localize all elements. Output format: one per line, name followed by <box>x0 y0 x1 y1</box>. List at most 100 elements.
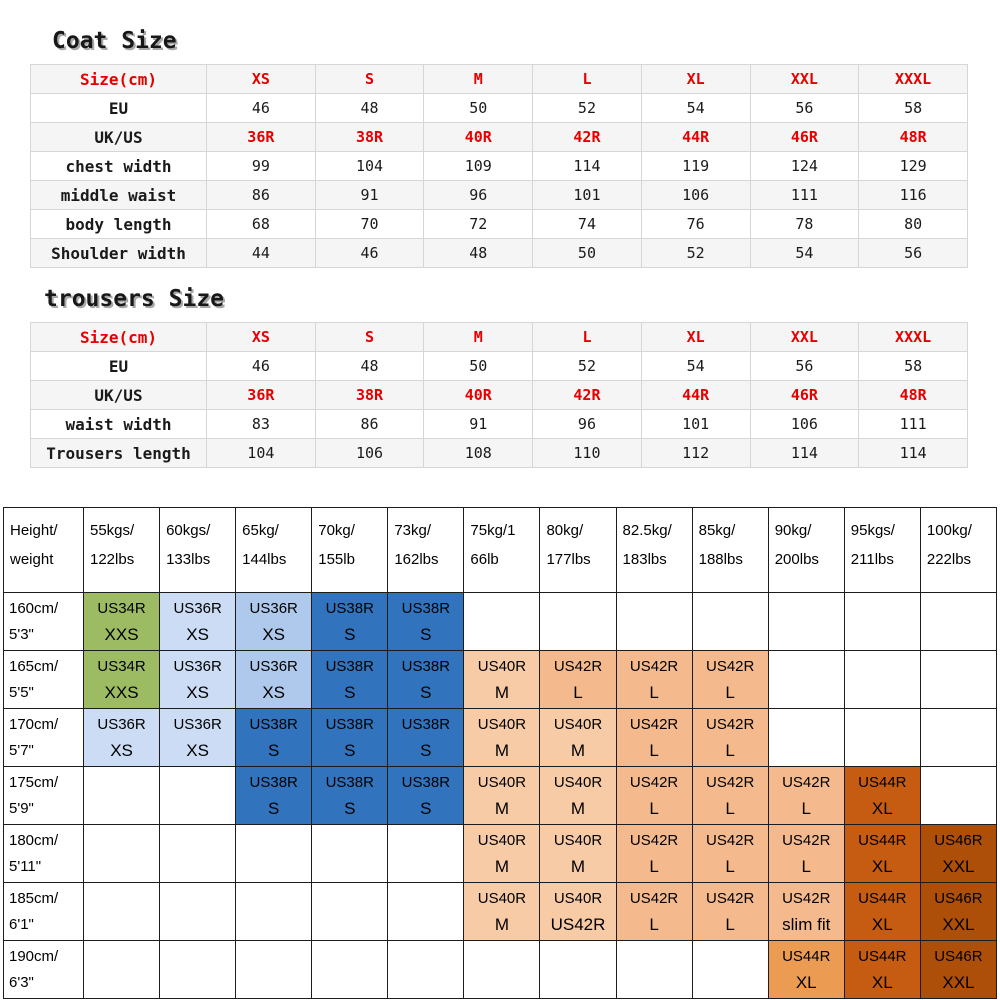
fit-cell <box>919 708 998 767</box>
fit-header-cell: 100kg/222lbs <box>919 507 998 593</box>
fit-cell-us-size: US36R <box>173 658 222 675</box>
fit-cell <box>843 592 921 651</box>
fit-cell-us-size: US36R <box>97 716 146 733</box>
fit-cell-us-size: US38R <box>325 774 374 791</box>
fit-cell: US44R XL <box>767 940 845 999</box>
size-value-cell: 91 <box>423 409 534 439</box>
size-value-cell: 72 <box>423 209 534 239</box>
fit-header-cell: 65kg/144lbs <box>235 507 313 593</box>
coat-size-title: Coat Size <box>52 28 177 54</box>
size-table-row: UK/US 36R 38R 40R 42R 44R 46R 48R <box>30 380 968 410</box>
size-value-cell: 109 <box>423 151 534 181</box>
fit-cell <box>311 940 389 999</box>
fit-cell <box>159 882 237 941</box>
fit-cell-us-size: US40R <box>477 832 527 849</box>
fit-header-line1: 90kg/ <box>774 522 812 539</box>
size-value-cell: 50 <box>423 93 534 123</box>
fit-cell-us-size: US42R <box>629 890 679 907</box>
coat-size-section: Coat Size Size(cm) XS S M L XL XXL XXXL EU 46 48 50… <box>0 26 1000 268</box>
size-value-cell: 54 <box>640 93 751 123</box>
fit-cell-us-size: US44R <box>782 948 831 965</box>
size-value-cell: 116 <box>858 180 968 210</box>
coat-size-table: Size(cm) XS S M L XL XXL XXXL EU 46 48 50 52 54 56 58 UK… <box>30 64 968 268</box>
size-value-cell: 52 <box>532 93 642 123</box>
size-value-cell: 38R <box>314 122 425 152</box>
fit-row-label: 165cm/5'5" <box>3 650 84 709</box>
size-value-cell: 124 <box>749 151 860 181</box>
fit-cell-letter-size: L <box>801 799 811 818</box>
size-row-label: waist width <box>30 409 207 439</box>
size-value-cell: 83 <box>206 409 316 439</box>
fit-header-cell: 82.5kg/183lbs <box>615 507 693 593</box>
fit-feet-line: 5'5" <box>9 684 34 701</box>
fit-cell-us-size: US42R <box>629 716 679 733</box>
size-value-cell: XL <box>640 64 751 94</box>
size-value-cell: 91 <box>314 180 425 210</box>
fit-cell: US38R S <box>311 592 389 651</box>
fit-header-line2: 183lbs <box>622 551 667 568</box>
fit-cell: US36R XS <box>235 650 313 709</box>
fit-header-cell: 95kgs/211lbs <box>843 507 921 593</box>
fit-cell: US44R XL <box>843 766 921 825</box>
fit-cell <box>159 766 237 825</box>
size-value-cell: 36R <box>206 380 316 410</box>
size-value-cell: 46 <box>206 351 316 381</box>
size-value-cell: 76 <box>640 209 751 239</box>
size-value-cell: 56 <box>749 93 860 123</box>
size-value-cell: 40R <box>423 122 534 152</box>
size-value-cell: 52 <box>532 351 642 381</box>
fit-row-label: 180cm/5'11" <box>3 824 84 883</box>
fit-cell-letter-size: M <box>570 799 586 818</box>
fit-header-line2: 177lbs <box>546 551 591 568</box>
size-value-cell: 54 <box>749 238 860 268</box>
size-value-cell: 50 <box>532 238 642 268</box>
trousers-size-section: trousers Size Size(cm) XS S M L XL XXL XXXL EU 46… <box>0 284 1000 468</box>
size-value-cell: XXL <box>749 322 860 352</box>
fit-cell: US42R L <box>615 766 693 825</box>
fit-cell-letter-size: XL <box>871 857 893 876</box>
fit-cell: US34R XXS <box>82 592 161 651</box>
fit-header-cell: 55kgs/122lbs <box>82 507 161 593</box>
fit-cell-us-size: US38R <box>325 658 374 675</box>
size-value-cell: 74 <box>532 209 642 239</box>
size-value-cell: 108 <box>423 438 534 468</box>
fit-cell-letter-size: XL <box>871 799 893 818</box>
fit-cell: US40R M <box>463 882 541 941</box>
size-table-row: Size(cm) XS S M L XL XXL XXXL <box>30 322 968 352</box>
size-row-label: Size(cm) <box>30 322 207 352</box>
size-table-row: waist width 83 86 91 96 101 106 111 <box>30 409 968 439</box>
fit-cell-letter-size: XXL <box>942 857 975 876</box>
fit-cell: US40R M <box>463 708 541 767</box>
fit-header-cell: 70kg/155lb <box>311 507 389 593</box>
size-value-cell: 106 <box>749 409 860 439</box>
fit-cell: US42R L <box>691 766 769 825</box>
fit-row: 185cm/6'1" US40R M US40R US42R US42R L US42R L US… <box>3 882 998 941</box>
fit-cell-letter-size: S <box>344 625 356 644</box>
fit-cell: US38R S <box>387 592 465 651</box>
fit-cell-letter-size: S <box>344 799 356 818</box>
fit-cell <box>82 940 161 999</box>
size-value-cell: 106 <box>640 180 751 210</box>
size-value-cell: M <box>423 322 534 352</box>
fit-cell <box>387 824 465 883</box>
fit-cell-letter-size: S <box>344 683 356 702</box>
fit-cell-letter-size: L <box>649 857 659 876</box>
size-value-cell: 48 <box>423 238 534 268</box>
fit-cell: US40R M <box>539 824 617 883</box>
fit-cell-letter-size: S <box>344 741 356 760</box>
size-value-cell: 119 <box>640 151 751 181</box>
fit-header-line1: 100kg/ <box>926 522 972 539</box>
size-value-cell: L <box>532 64 642 94</box>
fit-cell: US38R S <box>311 650 389 709</box>
fit-cell-us-size: US42R <box>553 658 603 675</box>
fit-header-line2: 122lbs <box>90 551 135 568</box>
fit-cell-us-size: US46R <box>934 832 983 849</box>
fit-cell: US38R S <box>387 708 465 767</box>
fit-header-line1: 60kgs/ <box>166 522 211 539</box>
fit-cell: US38R S <box>235 708 313 767</box>
fit-cell-letter-size: XXS <box>104 625 139 644</box>
fit-cell <box>539 940 617 999</box>
fit-header-line2: 133lbs <box>166 551 211 568</box>
fit-height-line: 165cm/ <box>9 658 59 675</box>
size-value-cell: S <box>314 322 425 352</box>
